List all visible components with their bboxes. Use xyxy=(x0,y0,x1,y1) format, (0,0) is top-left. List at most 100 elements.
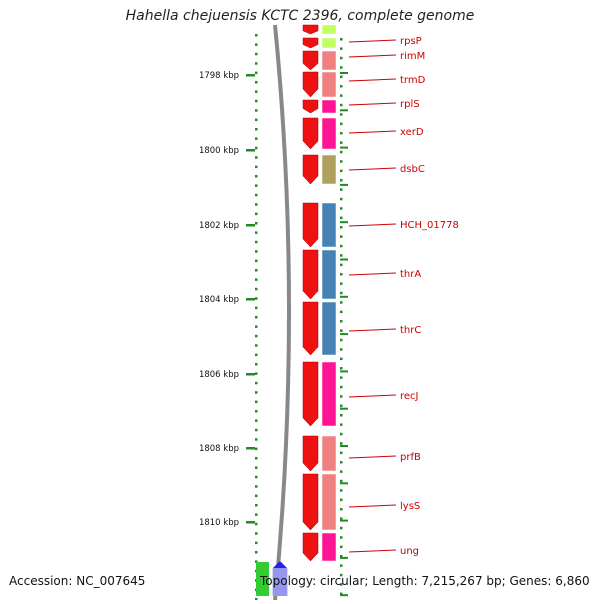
ruler-dot-right xyxy=(340,414,343,417)
ruler-dot xyxy=(255,353,258,357)
ruler-dot xyxy=(255,34,258,37)
ruler-dot xyxy=(255,551,258,554)
ruler-dot-right xyxy=(340,432,343,436)
ruler-dash-right xyxy=(340,482,348,485)
ruler-dot-right xyxy=(340,263,343,267)
gene-arrow xyxy=(302,435,319,472)
ruler-dot-right xyxy=(340,179,343,182)
gene-category-block xyxy=(321,50,337,71)
gene-category-block xyxy=(321,301,337,356)
ruler-dot xyxy=(255,62,258,65)
gene-leader-line xyxy=(348,504,397,508)
ruler-dot xyxy=(255,475,258,479)
ruler-dot-right xyxy=(340,555,343,558)
ruler-dot xyxy=(255,203,258,206)
ruler-dot xyxy=(255,222,258,225)
ruler-dot xyxy=(255,325,258,328)
ruler-dot-right xyxy=(340,329,343,332)
gene-label: prfB xyxy=(400,452,421,463)
ruler-tick-label: 1808 kbp xyxy=(199,444,239,454)
gene-leader-line xyxy=(348,328,397,332)
ruler-dash-right xyxy=(340,109,348,112)
genome-summary: Topology: circular; Length: 7,215,267 bp… xyxy=(260,574,590,588)
ruler-dot-right xyxy=(340,385,343,389)
gene-label: thrC xyxy=(400,325,421,336)
ruler-dot xyxy=(255,165,258,169)
gene-category-block xyxy=(321,532,337,562)
gene-label: trmD xyxy=(400,75,426,86)
ruler-dot xyxy=(255,212,258,216)
ruler-dot-right xyxy=(340,395,343,398)
ruler-dot-right xyxy=(340,197,343,201)
ruler-dot-right xyxy=(340,583,343,586)
gene-arrow xyxy=(302,473,319,531)
gene-arrow xyxy=(302,117,319,150)
ruler-dot xyxy=(255,532,258,535)
ruler-dash-right xyxy=(340,407,348,410)
ruler-dot-right xyxy=(340,404,343,408)
ruler-dot xyxy=(255,240,258,244)
ruler-dash-right xyxy=(340,258,348,261)
ruler-dot-right xyxy=(340,56,343,60)
gene-arrow xyxy=(302,249,319,300)
ruler-dot-right xyxy=(340,573,343,577)
gene-category-block xyxy=(321,117,337,150)
gene-category-block xyxy=(321,435,337,472)
ruler-dot xyxy=(255,457,258,460)
ruler-dot xyxy=(255,438,258,441)
ruler-dot-right xyxy=(340,122,343,126)
ruler-dot xyxy=(255,372,258,375)
ruler-dot xyxy=(255,193,258,197)
ruler-dot-right xyxy=(340,94,343,97)
gene-category-block xyxy=(321,37,337,49)
gene-leader-line xyxy=(348,54,397,58)
ruler-dot-right xyxy=(340,160,343,163)
ruler-dash-right xyxy=(340,72,348,74)
ruler-dot xyxy=(255,90,258,93)
gene-label: recJ xyxy=(400,391,419,402)
ruler-dot xyxy=(255,137,258,140)
gene-arrow xyxy=(302,71,319,98)
gene-leader-line xyxy=(348,167,397,171)
ruler-dot xyxy=(255,541,258,545)
ruler-dot xyxy=(255,99,258,103)
gene-arrow xyxy=(302,99,319,114)
ruler-dot-right xyxy=(340,423,343,426)
ruler-dot-right xyxy=(340,545,343,549)
gene-leader-line xyxy=(348,272,397,276)
gene-category-block xyxy=(321,249,337,300)
ruler-dot-right xyxy=(340,348,343,351)
ruler-dot xyxy=(255,522,258,526)
ruler-dot xyxy=(255,156,258,159)
ruler-dot xyxy=(255,250,258,253)
gene-label: thrA xyxy=(400,269,421,280)
ruler-dash-right xyxy=(340,333,348,336)
ruler-dash-right xyxy=(340,594,348,597)
ruler-dot-right xyxy=(340,508,343,511)
gene-arrow xyxy=(302,361,319,427)
ruler-dot-right xyxy=(340,451,343,455)
ruler-dot xyxy=(255,184,258,187)
ruler-dot xyxy=(255,598,258,601)
ruler-dot-right xyxy=(340,470,343,473)
ruler-dot-right xyxy=(340,526,343,530)
ruler-dot xyxy=(255,71,258,75)
ruler-dot xyxy=(255,513,258,516)
map-title: Hahella chejuensis KCTC 2396, complete g… xyxy=(125,8,475,24)
gene-category-block xyxy=(321,361,337,427)
ruler-dot-right xyxy=(340,442,343,445)
ruler-dash-right xyxy=(340,556,348,559)
ruler-dot-right xyxy=(340,301,343,304)
ruler-dot-right xyxy=(340,226,343,229)
ruler-dot-right xyxy=(340,188,343,191)
ruler-dot-right xyxy=(340,479,343,483)
ruler-dot-right xyxy=(340,273,343,276)
gene-label: lysS xyxy=(400,501,420,512)
ruler-dot-right xyxy=(340,207,343,210)
gene-label: HCH_01778 xyxy=(400,220,459,231)
ruler-dot xyxy=(255,391,258,394)
ruler-dot xyxy=(255,269,258,272)
ruler-tick-label: 1806 kbp xyxy=(199,370,239,380)
